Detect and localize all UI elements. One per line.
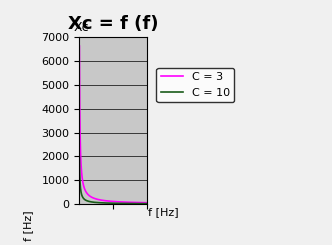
- C = 10: [143, 202, 147, 205]
- Text: f [Hz]: f [Hz]: [23, 210, 33, 241]
- C = 10: [143, 202, 147, 205]
- Title: Xc = f (f): Xc = f (f): [68, 15, 159, 33]
- C = 3: [131, 201, 135, 204]
- C = 3: [81, 181, 85, 184]
- C = 10: [131, 202, 135, 205]
- Text: Xc: Xc: [74, 21, 90, 34]
- C = 3: [143, 201, 147, 204]
- Text: f [Hz]: f [Hz]: [148, 207, 179, 217]
- C = 10: [77, 155, 81, 158]
- C = 3: [143, 201, 147, 204]
- C = 10: [111, 202, 115, 205]
- C = 3: [145, 201, 149, 204]
- C = 10: [81, 196, 85, 199]
- C = 10: [109, 202, 113, 205]
- C = 10: [145, 202, 149, 205]
- C = 3: [111, 200, 115, 203]
- C = 3: [77, 45, 81, 48]
- Line: C = 3: C = 3: [79, 46, 147, 203]
- Line: C = 10: C = 10: [79, 157, 147, 204]
- C = 3: [109, 200, 113, 203]
- Legend: C = 3, C = 10: C = 3, C = 10: [156, 68, 234, 102]
